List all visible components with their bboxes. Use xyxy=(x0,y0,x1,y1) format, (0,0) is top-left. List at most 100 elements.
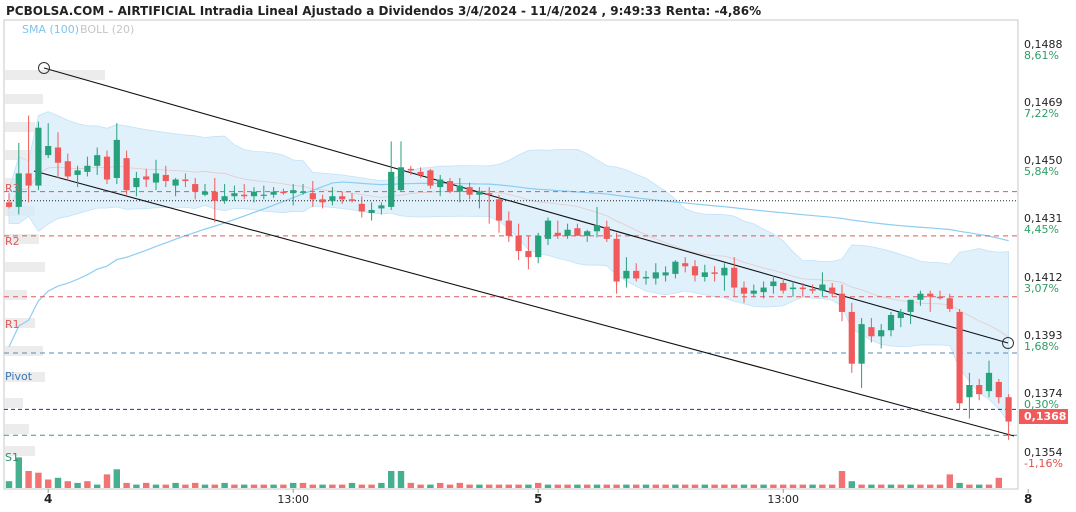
volume-bar xyxy=(437,482,444,488)
volume-bar xyxy=(54,477,62,488)
volume-bar xyxy=(868,484,875,488)
volume-bar xyxy=(309,484,316,488)
candle-body xyxy=(535,235,542,258)
candle-body xyxy=(672,261,679,274)
pivot-label: Pivot xyxy=(5,370,33,383)
candle-body xyxy=(603,226,610,239)
bollinger-middle xyxy=(8,165,1009,338)
volume-bar xyxy=(878,484,885,488)
candle-body xyxy=(280,191,287,194)
candle-body xyxy=(505,220,512,236)
candle-body xyxy=(25,173,32,186)
volume-bar xyxy=(231,484,238,488)
volume-profile-bar xyxy=(5,346,43,356)
candle-body xyxy=(652,272,659,279)
volume-bar xyxy=(554,484,561,488)
candle-body xyxy=(691,266,699,276)
volume-profile-bar xyxy=(5,290,27,300)
volume-bar xyxy=(731,484,738,488)
candle-body xyxy=(74,170,81,175)
volume-profile-bar xyxy=(5,262,45,272)
volume-bar xyxy=(642,484,650,488)
candle-body xyxy=(721,267,728,276)
volume-bar xyxy=(564,484,571,488)
volume-bar xyxy=(74,482,81,488)
volume-bar xyxy=(593,484,601,488)
volume-bar xyxy=(5,481,13,488)
volume-bar xyxy=(887,484,895,488)
candle-body xyxy=(946,298,953,309)
candle-body xyxy=(927,293,934,297)
candle-body xyxy=(613,238,620,282)
candle-body xyxy=(917,293,924,300)
candle-body xyxy=(760,287,767,293)
time-label: 4 xyxy=(44,492,52,506)
volume-bar xyxy=(995,477,1002,488)
candle-body xyxy=(162,174,169,182)
price-tick: 0,1393 xyxy=(1024,329,1063,342)
candle-body xyxy=(192,184,199,192)
volume-bar xyxy=(525,484,532,488)
volume-bar xyxy=(466,484,473,488)
price-tick: 0,1469 xyxy=(1024,96,1063,109)
pct-tick: 7,22% xyxy=(1024,107,1059,120)
volume-bar xyxy=(535,482,542,488)
candle-body xyxy=(250,191,258,197)
volume-bar xyxy=(162,484,169,488)
volume-bar xyxy=(182,484,189,488)
candle-body xyxy=(515,235,522,252)
volume-bar xyxy=(574,484,581,488)
volume-bar xyxy=(897,484,904,488)
candle-body xyxy=(584,231,591,236)
pct-tick: 4,45% xyxy=(1024,223,1059,236)
volume-bar xyxy=(201,484,209,488)
volume-bar xyxy=(946,474,953,488)
volume-profile-bar xyxy=(5,122,35,132)
volume-bar xyxy=(936,484,944,488)
candle-body xyxy=(45,146,52,156)
candle-body xyxy=(564,229,571,236)
price-tick: 0,1374 xyxy=(1024,387,1063,400)
pct-tick: 8,61% xyxy=(1024,49,1059,62)
volume-bar xyxy=(446,484,454,488)
volume-bar xyxy=(985,484,993,488)
boll-legend: BOLL (20) xyxy=(80,23,134,36)
price-tick: 0,1354 xyxy=(1024,446,1063,459)
candle-body xyxy=(35,127,42,186)
candle-body xyxy=(829,287,836,294)
pct-tick: 0,30% xyxy=(1024,398,1059,411)
candle-body xyxy=(819,284,826,291)
volume-bar xyxy=(789,484,797,488)
volume-bar xyxy=(270,484,277,488)
candle-body xyxy=(329,196,336,201)
volume-bar xyxy=(858,484,865,488)
pct-tick: 3,07% xyxy=(1024,282,1059,295)
candle-body xyxy=(770,281,777,287)
sma-line xyxy=(8,181,1009,348)
r3-label: R3 xyxy=(5,182,20,195)
volume-bar xyxy=(388,471,395,488)
candle-body xyxy=(740,287,748,294)
volume-profile-bar xyxy=(5,424,29,434)
candle-body xyxy=(623,270,630,279)
candle-body xyxy=(799,287,806,290)
candle-body xyxy=(5,202,13,207)
volume-bar xyxy=(603,484,610,488)
volume-bar xyxy=(652,484,659,488)
volume-bar xyxy=(976,484,983,488)
price-tick: 0,1431 xyxy=(1024,212,1063,225)
candle-body xyxy=(64,161,71,177)
candle-body xyxy=(995,381,1002,398)
volume-bar xyxy=(770,484,777,488)
candle-body xyxy=(309,193,316,200)
volume-profile-bar xyxy=(5,398,23,408)
candle-body xyxy=(878,330,885,337)
volume-bar xyxy=(358,484,365,488)
candle-body xyxy=(123,158,130,191)
volume-bar xyxy=(113,469,120,488)
candle-body xyxy=(731,267,738,288)
volume-profile-bar xyxy=(5,372,45,382)
candle-body xyxy=(388,171,395,207)
volume-bar xyxy=(103,474,111,488)
volume-bar xyxy=(838,471,846,488)
